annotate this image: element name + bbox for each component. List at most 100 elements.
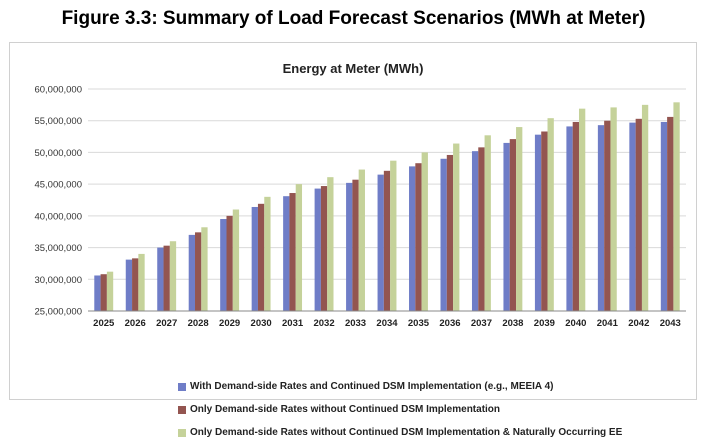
legend-swatch-series3 (178, 428, 186, 437)
bar-series3-2030 (264, 196, 271, 311)
chart-container: Energy at Meter (MWh) 25,000,000 30,000,0… (9, 42, 697, 438)
legend-swatch-series2 (178, 405, 186, 414)
x-tick-label: 2035 (408, 318, 430, 329)
bar-series3-2035 (421, 152, 428, 311)
x-tick-label: 2038 (502, 318, 523, 329)
bar-series2-2038 (509, 139, 517, 311)
y-tick-label: 50,000,000 (34, 148, 82, 159)
bar-series3-2031 (295, 184, 303, 311)
bar-series1-2042 (629, 122, 636, 311)
y-tick-label: 45,000,000 (34, 180, 82, 191)
y-tick-label: 40,000,000 (34, 211, 82, 222)
bar-series3-2026 (138, 253, 145, 311)
x-tick-label: 2025 (93, 318, 115, 329)
y-axis-ticks: 25,000,000 30,000,000 35,000,000 40,000,000… (34, 85, 82, 318)
bar-series2-2028 (195, 232, 202, 311)
bar-series2-2035 (415, 163, 422, 311)
x-tick-label: 2041 (597, 318, 619, 329)
bar-chart: Energy at Meter (MWh) 25,000,000 30,000,0… (34, 61, 686, 329)
bar-series2-2039 (541, 131, 548, 311)
y-tick-label: 35,000,000 (34, 243, 82, 254)
bar-series2-2036 (446, 154, 454, 311)
bar-series2-2026 (132, 258, 139, 311)
bar-series1-2037 (471, 151, 479, 311)
bar-series2-2031 (289, 193, 296, 311)
x-tick-label: 2034 (376, 318, 398, 329)
legend-label-series1: With Demand-side Rates and Continued DSM… (190, 381, 554, 392)
x-tick-label: 2027 (156, 318, 177, 329)
bar-series3-2029 (232, 209, 240, 311)
legend-swatch-series1 (178, 382, 186, 391)
bar-series2-2033 (352, 179, 359, 311)
x-tick-label: 2042 (628, 318, 649, 329)
bar-series3-2043 (673, 102, 680, 311)
x-tick-label: 2033 (345, 318, 366, 329)
bar-series1-2043 (660, 121, 668, 312)
y-tick-label: 60,000,000 (34, 85, 82, 96)
bar-series3-2032 (327, 177, 334, 311)
bar-series1-2032 (314, 188, 321, 311)
legend-label-series2: Only Demand-side Rates without Continued… (190, 404, 501, 415)
bar-series1-2036 (440, 158, 447, 311)
x-tick-label: 2026 (125, 318, 146, 329)
bar-series3-2036 (453, 143, 460, 311)
bar-series1-2026 (125, 259, 133, 311)
legend-item-series3: Only Demand-side Rates without Continued… (178, 427, 622, 438)
x-axis-ticks: 2025 2026 2027 2028 2029 2030 2031 2032 2033 2034… (93, 318, 681, 329)
y-tick-label: 25,000,000 (34, 307, 82, 318)
x-tick-label: 2040 (565, 318, 586, 329)
bar-series1-2041 (597, 125, 605, 311)
x-tick-label: 2029 (219, 318, 240, 329)
x-tick-label: 2037 (471, 318, 492, 329)
bar-series2-2037 (478, 147, 485, 311)
bar-series3-2037 (484, 135, 491, 311)
bar-series1-2031 (283, 196, 290, 311)
bar-series2-2027 (163, 245, 170, 311)
bar-series1-2034 (377, 174, 384, 311)
bar-series2-2030 (257, 203, 265, 311)
x-tick-label: 2030 (251, 318, 272, 329)
bar-series1-2035 (409, 166, 416, 311)
x-tick-label: 2032 (313, 318, 334, 329)
chart-title: Energy at Meter (MWh) (283, 61, 424, 76)
bars (94, 102, 680, 312)
bar-series3-2028 (201, 227, 208, 311)
y-tick-label: 30,000,000 (34, 275, 82, 286)
bar-series3-2038 (516, 127, 523, 311)
bar-series1-2038 (503, 142, 510, 311)
bar-series1-2039 (534, 134, 542, 311)
bar-series1-2033 (346, 182, 353, 311)
x-tick-label: 2039 (534, 318, 555, 329)
bar-series3-2040 (578, 108, 586, 311)
bar-series3-2025 (106, 271, 114, 311)
bar-series2-2043 (667, 116, 674, 311)
bar-series3-2033 (358, 169, 365, 311)
bar-series1-2029 (220, 219, 227, 311)
bar-series2-2032 (320, 186, 328, 311)
bar-series2-2042 (635, 118, 642, 311)
bar-series2-2029 (226, 215, 233, 311)
bar-series1-2025 (94, 275, 101, 311)
legend-item-series2: Only Demand-side Rates without Continued… (178, 404, 500, 415)
bar-series3-2027 (169, 241, 177, 311)
bar-series3-2042 (641, 104, 649, 311)
x-tick-label: 2028 (188, 318, 209, 329)
bar-series2-2034 (383, 170, 391, 311)
legend-item-series1: With Demand-side Rates and Continued DSM… (178, 381, 553, 392)
bar-series1-2040 (566, 126, 573, 312)
x-tick-label: 2043 (660, 318, 681, 329)
bar-series2-2041 (604, 120, 611, 311)
bar-series1-2030 (251, 206, 258, 311)
x-tick-label: 2036 (439, 318, 460, 329)
bar-series2-2025 (100, 274, 107, 311)
x-tick-label: 2031 (282, 318, 304, 329)
bar-series3-2039 (547, 118, 554, 311)
bar-series1-2027 (157, 247, 164, 311)
bar-series2-2040 (572, 121, 579, 312)
bar-series1-2028 (188, 234, 196, 311)
bar-series3-2034 (390, 160, 397, 311)
y-tick-label: 55,000,000 (34, 116, 82, 127)
bar-series3-2041 (610, 107, 617, 311)
figure-title: Figure 3.3: Summary of Load Forecast Sce… (61, 8, 646, 29)
legend-label-series3: Only Demand-side Rates without Continued… (190, 427, 623, 438)
